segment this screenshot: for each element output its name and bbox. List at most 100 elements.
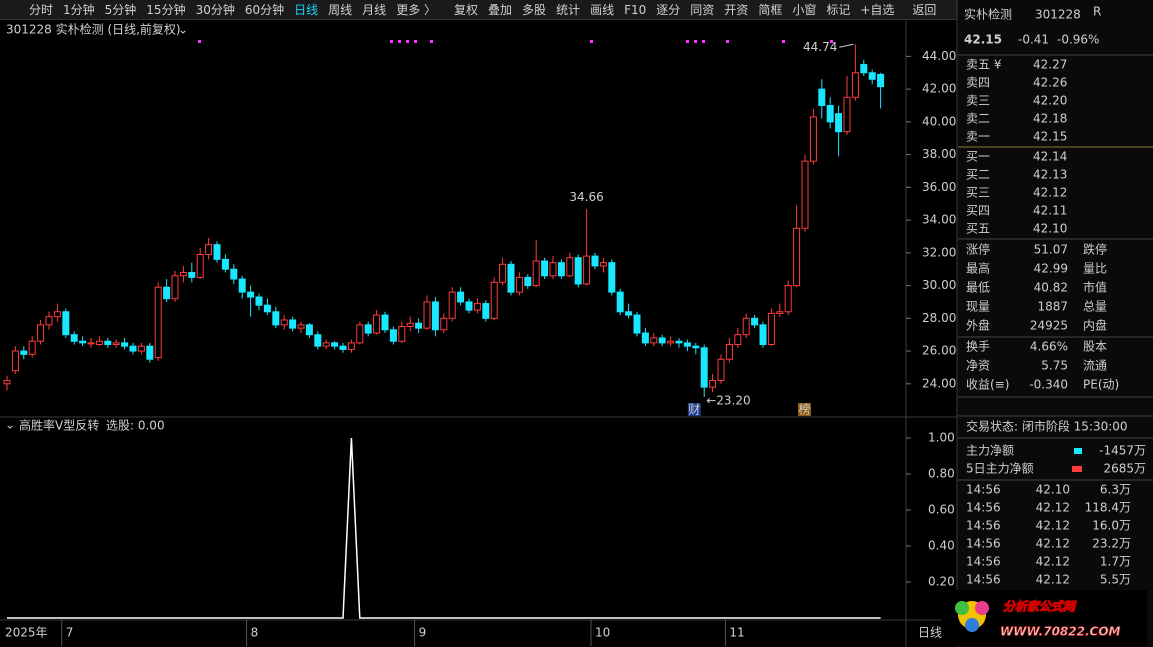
candle-body xyxy=(331,342,339,347)
signal-dot xyxy=(398,40,401,43)
candle-body xyxy=(188,271,196,278)
toolbar-button[interactable]: 1分钟 xyxy=(63,3,95,17)
toolbar-button[interactable]: 复权 xyxy=(454,3,479,17)
sidebar-text: 14:56 xyxy=(966,537,1001,551)
toolbar-button[interactable]: 统计 xyxy=(556,3,581,17)
toolbar-button[interactable]: +自选 xyxy=(860,3,895,17)
signal-dot xyxy=(414,40,417,43)
toolbar-button[interactable]: 标记 xyxy=(826,3,851,17)
sidebar-bg xyxy=(957,0,1153,647)
candle-body xyxy=(490,281,498,319)
sidebar-text: -0.41 xyxy=(1018,33,1049,47)
candle-body xyxy=(297,324,305,329)
candle-body xyxy=(347,342,355,350)
toolbar: 分时 1分钟 5分钟 15分钟 30分钟 60分钟 日线 周线 月线 更多 〉 复权 叠加 多股 统计 画线… xyxy=(0,0,957,20)
candle-body xyxy=(221,258,229,270)
candle-body xyxy=(625,311,633,316)
candle-body xyxy=(683,342,691,347)
candle-body xyxy=(255,296,263,306)
toolbar-button[interactable]: 多股 xyxy=(522,3,547,17)
sidebar-text: 买一 xyxy=(966,150,990,164)
candle-body xyxy=(154,286,162,359)
sidebar-text: 42.14 xyxy=(1033,150,1067,164)
toolbar-button[interactable]: 更多 〉 xyxy=(396,3,437,17)
candle-body xyxy=(171,275,179,300)
y-tick-label: 34.00 xyxy=(922,213,956,227)
candle-body xyxy=(641,332,649,344)
toolbar-button[interactable]: 开资 xyxy=(724,3,749,17)
candle-body xyxy=(87,342,95,345)
candle-body xyxy=(213,244,221,260)
candle-body xyxy=(784,285,792,313)
high-arrow xyxy=(839,43,854,48)
candle-body xyxy=(289,319,297,329)
toolbar-button[interactable]: F10 xyxy=(624,2,647,17)
sidebar-text: 42.11 xyxy=(1033,204,1067,218)
candle-body xyxy=(230,268,238,280)
toolbar-button[interactable]: 画线 xyxy=(590,3,615,17)
sidebar-text: 现量 xyxy=(966,300,990,314)
toolbar-button[interactable]: 5分钟 xyxy=(104,3,137,17)
sidebar-text: 42.18 xyxy=(1033,112,1067,126)
y-tick-label: 30.00 xyxy=(922,278,956,292)
sidebar-text: 1.7万 xyxy=(1100,555,1131,569)
candle-body xyxy=(272,311,280,326)
signal-dot xyxy=(406,40,409,43)
sidebar-text: 量比 xyxy=(1083,262,1107,276)
candle-body xyxy=(205,244,213,255)
sidebar-text: 42.15 xyxy=(964,33,1002,47)
candle-body xyxy=(801,160,809,229)
candle-body xyxy=(667,340,675,344)
sidebar-text: 卖二 xyxy=(966,112,990,126)
x-tick-label: 9 xyxy=(419,626,427,640)
sidebar-text: 51.07 xyxy=(1034,243,1068,257)
sidebar-text: 42.10 xyxy=(1033,222,1067,236)
toolbar-button[interactable]: 60分钟 xyxy=(244,3,285,17)
toolbar-button[interactable]: 30分钟 xyxy=(195,3,235,17)
toolbar-button[interactable]: 同资 xyxy=(690,3,715,17)
candle-body xyxy=(499,263,507,283)
candle-body xyxy=(457,291,465,303)
sidebar-text: 118.4万 xyxy=(1085,501,1131,515)
toolbar-button[interactable]: 叠加 xyxy=(488,3,513,17)
candle-body xyxy=(406,322,414,328)
toolbar-button[interactable]: 日线 xyxy=(294,3,319,17)
candle-body xyxy=(616,291,624,313)
toolbar-button[interactable]: 15分钟 xyxy=(146,3,186,17)
sidebar-text: 24925 xyxy=(1030,319,1068,333)
signal-dot xyxy=(686,40,689,43)
candle-body xyxy=(163,286,171,300)
toolbar-button[interactable]: 逐分 xyxy=(656,3,681,17)
candle-body xyxy=(238,278,246,293)
toolbar-button[interactable]: 返回 xyxy=(912,3,937,17)
candle-body xyxy=(591,255,599,267)
toolbar-button[interactable]: 小窗 xyxy=(792,3,817,17)
toolbar-button[interactable]: 周线 xyxy=(328,3,353,17)
watermark-logo xyxy=(975,601,989,615)
toolbar-button[interactable]: 简框 xyxy=(758,3,783,17)
sidebar-text: -1457万 xyxy=(1099,444,1146,458)
candle-body xyxy=(389,329,397,342)
candle-body xyxy=(112,342,120,346)
sidebar-text: 净资 xyxy=(966,359,990,373)
candle-body xyxy=(121,342,129,347)
indicator-subtitle: 选股: 0.00 xyxy=(106,419,165,433)
y-tick-label: 38.00 xyxy=(922,147,956,161)
toolbar-button[interactable]: 月线 xyxy=(362,3,387,17)
toolbar-button[interactable]: 分时 xyxy=(29,3,54,17)
sidebar-text: 42.15 xyxy=(1033,130,1067,144)
candle-body xyxy=(826,104,834,123)
candle-body xyxy=(717,358,725,382)
candle-body xyxy=(339,345,347,350)
candle-body xyxy=(314,334,322,347)
flow-bar xyxy=(1074,448,1082,454)
candle-body xyxy=(767,312,775,346)
sidebar-text: 14:56 xyxy=(966,555,1001,569)
candle-body xyxy=(549,262,557,277)
candle-body xyxy=(843,96,851,133)
sidebar-text: 买三 xyxy=(966,186,990,200)
candle-body xyxy=(179,271,187,277)
sidebar-text: -0.96% xyxy=(1057,33,1099,47)
